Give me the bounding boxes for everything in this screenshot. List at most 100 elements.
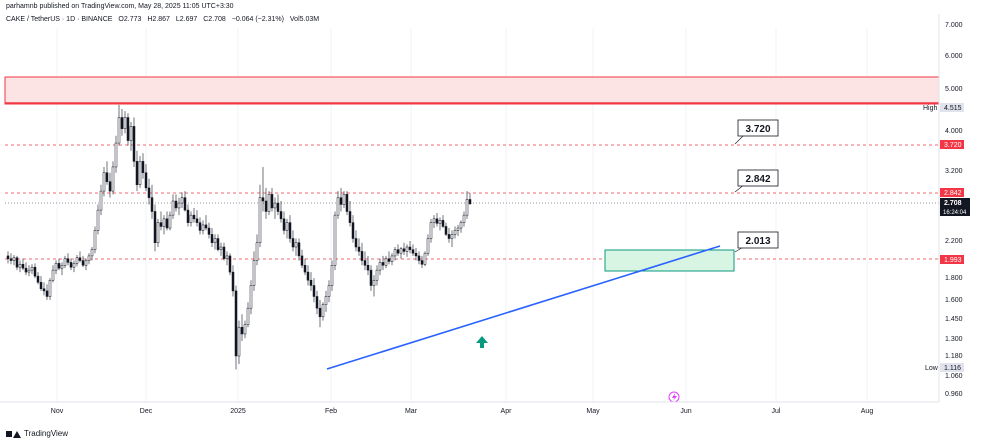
trendline[interactable] bbox=[326, 245, 721, 370]
candle-body bbox=[201, 224, 205, 231]
candle-body bbox=[312, 285, 316, 297]
candle-body bbox=[309, 279, 313, 286]
candle-body bbox=[123, 117, 127, 129]
ohlc-low: L2.697 bbox=[175, 16, 198, 23]
chart-area[interactable]: 3.720 2.842 2.013 bbox=[4, 28, 940, 403]
callout-3720[interactable]: 3.720 bbox=[737, 119, 779, 137]
candle-body bbox=[393, 249, 397, 257]
support-zone[interactable] bbox=[604, 249, 735, 272]
candle-body bbox=[426, 238, 430, 254]
candle-body bbox=[213, 238, 217, 243]
candle-body bbox=[342, 194, 346, 205]
candle-body bbox=[39, 282, 43, 289]
candle-body bbox=[54, 263, 58, 271]
candle-body bbox=[339, 197, 343, 205]
candle-body bbox=[225, 255, 229, 259]
candle-body bbox=[417, 255, 421, 261]
price-tag-current: 2.708 16:24:04 bbox=[940, 198, 970, 216]
candle-body bbox=[51, 269, 55, 281]
symbol-info: CAKE / TetherUS · 1D · BINANCE O2.773 H2… bbox=[6, 16, 323, 23]
price-tick: 1.800 bbox=[945, 275, 963, 282]
time-tick: May bbox=[586, 408, 600, 415]
candle-body bbox=[252, 260, 256, 286]
candles bbox=[6, 104, 472, 370]
candle-body bbox=[411, 249, 415, 254]
candle-body bbox=[105, 172, 109, 182]
candle-body bbox=[366, 265, 370, 271]
candle-body bbox=[141, 161, 145, 173]
candle-body bbox=[150, 197, 154, 212]
candle-body bbox=[102, 172, 106, 192]
candle-body bbox=[384, 258, 388, 266]
candle-body bbox=[126, 117, 130, 141]
candle-body bbox=[318, 307, 322, 318]
ohlc-open: O2.773 bbox=[118, 16, 142, 23]
candle-body bbox=[207, 227, 211, 235]
candle-body bbox=[294, 242, 298, 248]
time-tick: 2025 bbox=[230, 408, 246, 415]
candle-body bbox=[189, 214, 193, 223]
price-tag-low-label: Low bbox=[925, 365, 939, 372]
candle-body bbox=[438, 220, 442, 224]
candle-body bbox=[405, 246, 409, 252]
price-tick: 7.000 bbox=[945, 22, 963, 29]
price-tag-1993: 1.993 bbox=[940, 255, 964, 264]
price-tag-countdown: 16:24:04 bbox=[943, 210, 967, 216]
candle-body bbox=[372, 279, 376, 286]
callout-2842[interactable]: 2.842 bbox=[737, 169, 779, 187]
candle-body bbox=[468, 199, 472, 205]
candle-body bbox=[447, 234, 451, 239]
candle-body bbox=[255, 242, 259, 261]
time-axis[interactable]: Nov Dec 2025 Feb Mar Apr May Jun Jul Aug bbox=[51, 408, 874, 415]
candle-body bbox=[129, 126, 133, 141]
candle-body bbox=[378, 262, 382, 271]
candle-body bbox=[57, 263, 61, 269]
candle-body bbox=[195, 218, 199, 223]
candle-body bbox=[180, 197, 184, 204]
candle-body bbox=[33, 266, 37, 277]
footer-brand: TradingView bbox=[24, 429, 69, 438]
candle-body bbox=[429, 222, 433, 239]
candle-body bbox=[78, 257, 82, 261]
candle-body bbox=[246, 307, 250, 325]
candle-body bbox=[93, 230, 97, 250]
candle-body bbox=[69, 262, 73, 268]
price-tag-high-label: High bbox=[923, 105, 938, 112]
candle-body bbox=[9, 258, 13, 261]
candle-body bbox=[186, 209, 190, 223]
candle-body bbox=[369, 269, 373, 286]
time-tick: Jul bbox=[772, 408, 781, 415]
price-tag-2842: 2.842 bbox=[940, 188, 964, 197]
price-tick: 0.960 bbox=[945, 391, 963, 398]
resistance-zone[interactable] bbox=[4, 76, 940, 105]
callout-2842-text: 2.842 bbox=[745, 174, 770, 185]
candle-body bbox=[231, 271, 235, 292]
price-tick: 2.200 bbox=[945, 238, 963, 245]
candle-body bbox=[300, 255, 304, 266]
symbol-name[interactable]: CAKE / TetherUS · 1D · BINANCE bbox=[6, 16, 113, 23]
price-tick: 4.000 bbox=[945, 128, 963, 135]
lightning-event-icon[interactable] bbox=[668, 391, 680, 403]
price-axis[interactable]: 7.000 6.000 5.000 4.000 3.200 2.200 1.80… bbox=[945, 22, 963, 398]
candle-body bbox=[183, 197, 187, 211]
candle-body bbox=[363, 260, 367, 266]
callout-2013[interactable]: 2.013 bbox=[737, 231, 779, 249]
candle-body bbox=[96, 209, 100, 231]
candle-body bbox=[243, 324, 247, 335]
candle-body bbox=[402, 248, 406, 252]
candle-body bbox=[441, 220, 445, 227]
candle-body bbox=[18, 264, 22, 268]
candle-body bbox=[435, 218, 439, 224]
candle-body bbox=[273, 202, 277, 209]
candle-body bbox=[324, 296, 328, 305]
candle-body bbox=[237, 326, 241, 357]
candle-body bbox=[465, 199, 469, 216]
candle-body bbox=[423, 252, 427, 265]
candle-body bbox=[177, 202, 181, 209]
candle-body bbox=[459, 222, 463, 229]
candle-body bbox=[348, 211, 352, 223]
price-tick: 5.000 bbox=[945, 86, 963, 93]
candle-body bbox=[327, 285, 331, 297]
time-tick: Aug bbox=[861, 408, 874, 415]
